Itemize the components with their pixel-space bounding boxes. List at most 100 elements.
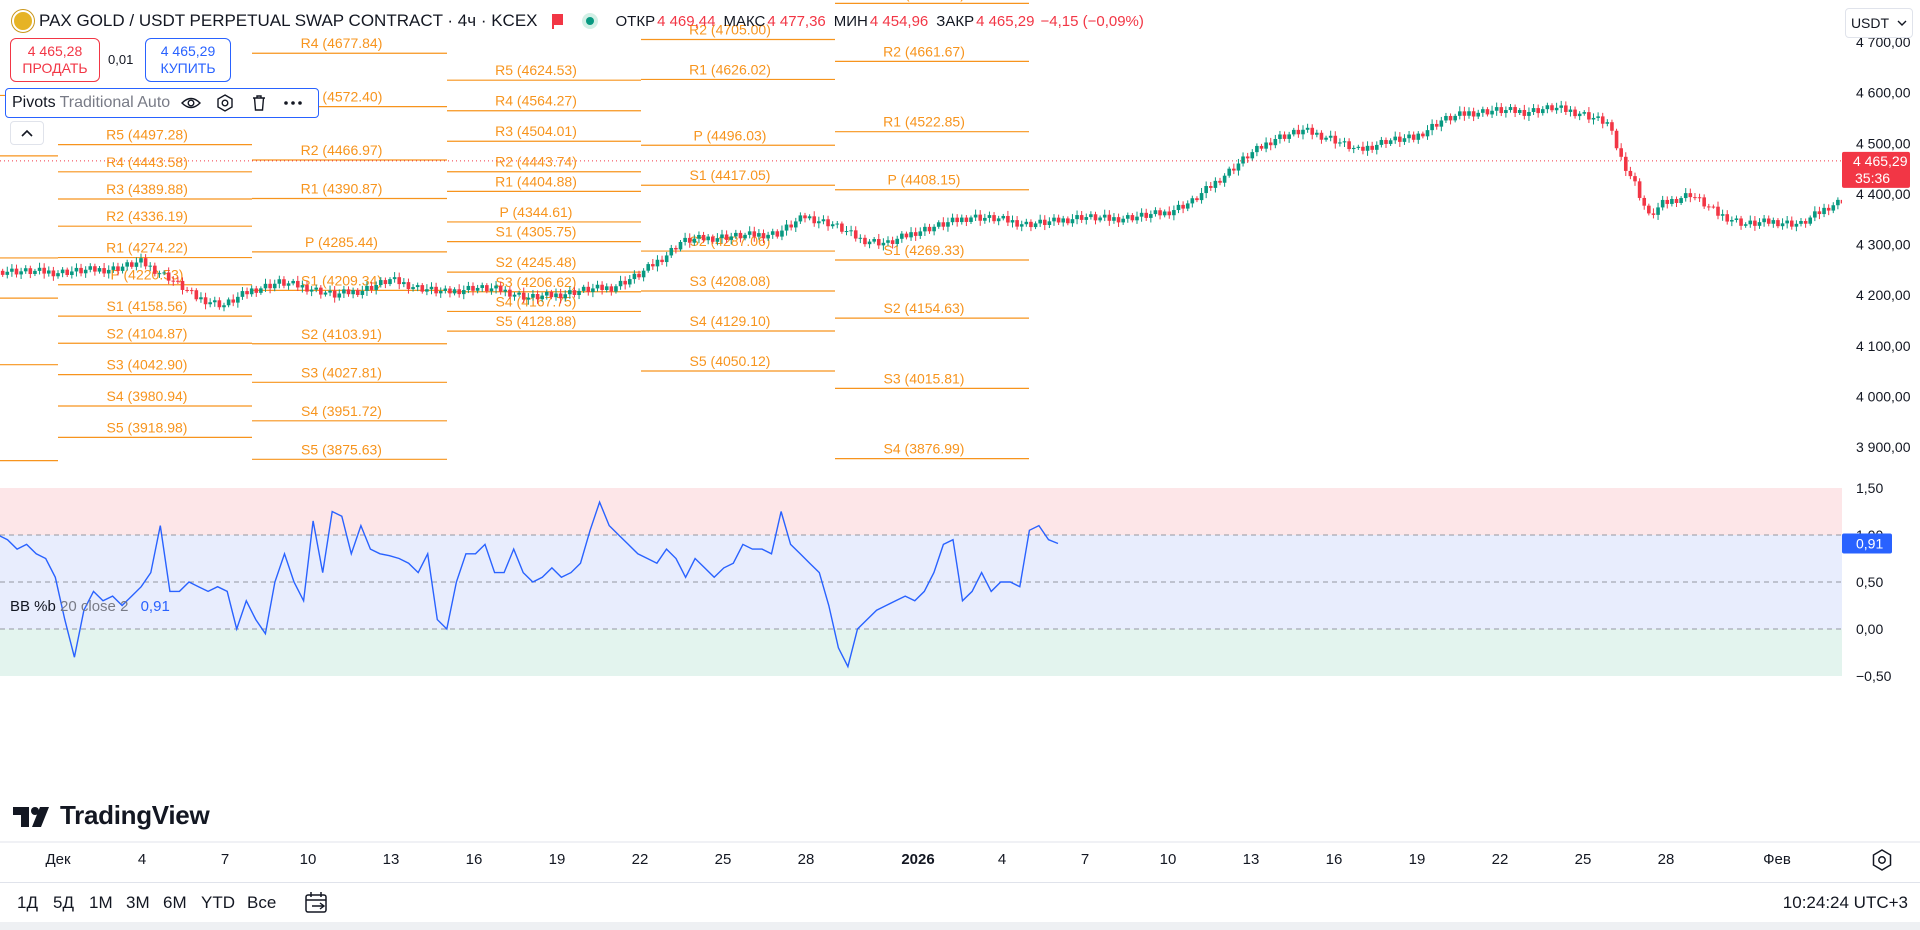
candle-body xyxy=(858,237,863,239)
candle-body xyxy=(1181,204,1185,209)
candle-body xyxy=(876,239,881,246)
candle-body xyxy=(890,240,895,244)
chart-settings-icon[interactable] xyxy=(1870,848,1894,872)
candle-body xyxy=(65,269,70,275)
pivot-label: R2 (4443.74) xyxy=(495,154,577,170)
chevron-down-icon xyxy=(1897,20,1907,26)
range-ytd-button[interactable]: YTD xyxy=(201,893,235,912)
candle-body xyxy=(1296,129,1301,135)
range-1d-button[interactable]: 1Д xyxy=(17,893,38,912)
candle-body xyxy=(1176,204,1181,211)
settings-icon[interactable] xyxy=(214,92,236,114)
symbol-title[interactable]: PAX GOLD / USDT PERPETUAL SWAP CONTRACT … xyxy=(39,11,538,30)
pivot-label: R1 (4274.22) xyxy=(106,240,188,256)
candle-body xyxy=(600,284,604,290)
candle-body xyxy=(913,232,918,236)
candle-body xyxy=(1771,220,1776,224)
candle-body xyxy=(669,247,674,256)
paxg-logo-icon xyxy=(12,10,34,32)
ohlc-high-label: МАКС xyxy=(723,12,766,30)
candle-body xyxy=(139,258,143,263)
candle-body xyxy=(180,280,185,290)
buy-button[interactable]: 4 465,29 КУПИТЬ xyxy=(145,38,231,82)
candle-body xyxy=(1185,203,1190,209)
candle-body xyxy=(531,293,535,298)
currency-selector[interactable]: USDT xyxy=(1845,8,1913,38)
candle-body xyxy=(10,268,14,272)
candle-body xyxy=(1697,197,1702,199)
candle-body xyxy=(563,294,568,299)
candle-body xyxy=(835,223,840,225)
candle-body xyxy=(411,287,415,290)
candle-body xyxy=(222,305,226,308)
pivot-label: R5 (4624.53) xyxy=(495,62,577,78)
pivot-label: S1 (4417.05) xyxy=(690,167,771,183)
time-tick-label: 13 xyxy=(383,851,400,868)
candle-body xyxy=(554,293,558,298)
pivots-indicator-legend[interactable]: Pivots Traditional Auto xyxy=(5,88,319,118)
candles xyxy=(0,100,1920,312)
range-5d-button[interactable]: 5Д xyxy=(53,893,74,912)
candle-body xyxy=(1734,218,1739,220)
candle-body xyxy=(692,238,697,243)
candle-body xyxy=(853,230,858,239)
pivot-label: S4 (4129.10) xyxy=(690,313,771,329)
market-status-icon[interactable] xyxy=(581,13,598,29)
candle-body xyxy=(627,279,632,285)
candle-body xyxy=(1467,111,1471,116)
candle-body xyxy=(969,217,973,222)
candle-body xyxy=(1107,214,1112,221)
candle-body xyxy=(1799,221,1803,224)
pivot-label: S3 (4027.81) xyxy=(301,364,382,380)
range-6m-button[interactable]: 6М xyxy=(163,893,187,912)
candle-body xyxy=(337,293,342,298)
candle-body xyxy=(1504,110,1508,114)
candle-body xyxy=(56,273,60,277)
candle-body xyxy=(1374,144,1379,150)
clock-timezone[interactable]: 10:24:24 UTC+3 xyxy=(1782,893,1908,912)
date-range-icon[interactable] xyxy=(304,891,330,915)
candle-body xyxy=(1425,130,1430,137)
candle-body xyxy=(1430,123,1434,131)
candle-body xyxy=(1190,198,1195,204)
candle-body xyxy=(508,289,512,297)
candle-body xyxy=(941,222,946,227)
candle-body xyxy=(512,294,517,297)
pivot-label: S2 (4104.87) xyxy=(107,325,188,341)
pivot-label: S3 (4206.62) xyxy=(496,274,577,290)
candle-body xyxy=(1208,186,1213,188)
ohlc-values: ОТКР 4 469,44 МАКС 4 477,36 МИН 4 454,96 ЗА… xyxy=(608,13,1144,30)
candle-body xyxy=(558,293,563,299)
flag-icon[interactable] xyxy=(551,13,566,29)
candle-body xyxy=(1398,136,1402,142)
candle-body xyxy=(1411,134,1416,140)
collapse-legend-button[interactable] xyxy=(10,121,44,145)
currency-label: USDT xyxy=(1850,15,1890,31)
candle-body xyxy=(973,214,978,218)
delete-icon[interactable] xyxy=(248,92,270,114)
more-icon[interactable] xyxy=(282,92,304,114)
candle-body xyxy=(1531,108,1536,112)
bottom-strip xyxy=(0,922,1920,930)
candle-body xyxy=(1052,217,1056,222)
candle-body xyxy=(1757,222,1762,226)
bb-indicator-legend[interactable]: BB %b 20 close 2 0,91 xyxy=(10,598,170,615)
range-1m-button[interactable]: 1М xyxy=(89,893,113,912)
candle-body xyxy=(1139,212,1144,217)
tradingview-logo[interactable]: TradingView xyxy=(13,800,210,831)
pivot-label: P (4285.44) xyxy=(305,234,378,250)
candle-body xyxy=(927,226,932,232)
sell-button[interactable]: 4 465,28 ПРОДАТЬ xyxy=(10,38,100,82)
range-all-button[interactable]: Все xyxy=(247,893,277,912)
candle-body xyxy=(88,266,93,270)
eye-icon[interactable] xyxy=(180,92,202,114)
candle-body xyxy=(807,216,812,219)
candle-body xyxy=(1642,197,1647,206)
range-3m-button[interactable]: 3М xyxy=(126,893,150,912)
candle-body xyxy=(1660,199,1665,208)
candle-body xyxy=(33,270,37,275)
candle-body xyxy=(904,233,909,238)
candle-body xyxy=(1291,129,1296,135)
pivot-label: P (4408.15) xyxy=(888,172,961,188)
